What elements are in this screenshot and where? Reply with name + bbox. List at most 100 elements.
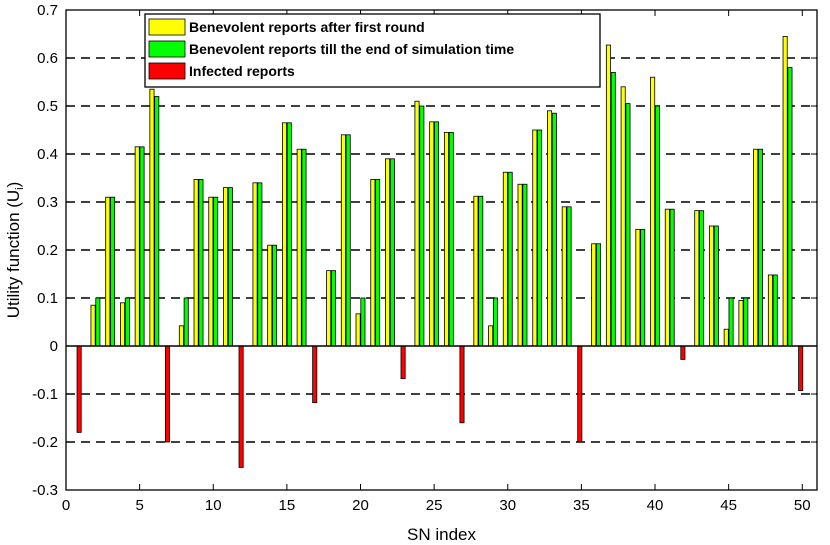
bar-end-of-simulation bbox=[640, 228, 646, 347]
y-tick-label: -0.3 bbox=[32, 482, 58, 499]
bar-infected bbox=[238, 345, 244, 468]
bar-end-of-simulation bbox=[522, 183, 528, 347]
x-tick-label: 45 bbox=[720, 497, 737, 514]
bar-after-first-round bbox=[473, 195, 479, 347]
bar-end-of-simulation bbox=[330, 270, 336, 347]
legend-label-infected: Infected reports bbox=[189, 63, 295, 79]
bars bbox=[76, 36, 804, 468]
bar-after-first-round bbox=[723, 328, 729, 347]
y-tick-label: -0.1 bbox=[32, 386, 58, 403]
y-tick-label: 0.1 bbox=[37, 290, 58, 307]
bar-after-first-round bbox=[782, 36, 788, 347]
bar-infected bbox=[577, 345, 583, 443]
y-tick-label: 0.2 bbox=[37, 242, 58, 259]
y-tick-label: 0.5 bbox=[37, 98, 58, 115]
bar-end-of-simulation bbox=[669, 208, 675, 347]
legend-swatch-after-first-round bbox=[148, 18, 186, 36]
y-tick-label: 0.4 bbox=[37, 146, 58, 163]
bar-end-of-simulation bbox=[389, 158, 395, 347]
bar-end-of-simulation bbox=[257, 182, 263, 347]
bar-after-first-round bbox=[767, 274, 773, 347]
bar-after-first-round bbox=[281, 122, 287, 347]
legend-label-end-of-simulation: Benevolent reports till the end of simul… bbox=[189, 41, 514, 57]
bar-after-first-round bbox=[90, 304, 96, 347]
bar-end-of-simulation bbox=[492, 297, 498, 347]
bar-after-first-round bbox=[385, 158, 391, 347]
x-tick-label: 30 bbox=[499, 497, 516, 514]
bar-end-of-simulation bbox=[713, 225, 719, 347]
bar-end-of-simulation bbox=[507, 171, 513, 347]
x-axis-label: SN index bbox=[407, 525, 476, 544]
bar-end-of-simulation bbox=[213, 196, 219, 347]
bar-after-first-round bbox=[326, 270, 332, 347]
bar-after-first-round bbox=[620, 86, 626, 347]
bar-end-of-simulation bbox=[757, 148, 763, 347]
bar-after-first-round bbox=[296, 148, 302, 347]
bar-after-first-round bbox=[193, 179, 199, 347]
x-ticks: 0 5 10 15 20 25 30 35 40 45 50 bbox=[62, 10, 811, 514]
bar-end-of-simulation bbox=[95, 297, 101, 347]
bar-after-first-round bbox=[105, 196, 111, 347]
bar-end-of-simulation bbox=[537, 129, 543, 347]
bar-after-first-round bbox=[591, 243, 597, 347]
x-tick-label: 10 bbox=[205, 497, 222, 514]
bar-end-of-simulation bbox=[699, 210, 705, 347]
bar-after-first-round bbox=[429, 121, 435, 347]
bar-after-first-round bbox=[120, 302, 126, 347]
y-tick-label: 0.6 bbox=[37, 50, 58, 67]
y-tick-label: 0.7 bbox=[37, 2, 58, 19]
bar-after-first-round bbox=[370, 179, 376, 347]
x-tick-label: 35 bbox=[573, 497, 590, 514]
bar-after-first-round bbox=[443, 131, 449, 347]
bar-infected bbox=[680, 345, 686, 360]
x-tick-label: 50 bbox=[794, 497, 811, 514]
legend: Benevolent reports after first round Ben… bbox=[144, 13, 601, 88]
bar-infected bbox=[76, 345, 82, 433]
legend-label-after-first-round: Benevolent reports after first round bbox=[189, 19, 425, 35]
bar-after-first-round bbox=[502, 171, 508, 347]
bar-end-of-simulation bbox=[654, 105, 660, 347]
bar-end-of-simulation bbox=[301, 148, 307, 347]
bar-after-first-round bbox=[488, 325, 494, 347]
bar-end-of-simulation bbox=[772, 274, 778, 347]
bar-end-of-simulation bbox=[787, 67, 793, 347]
bar-after-first-round bbox=[694, 210, 700, 347]
bar-after-first-round bbox=[561, 206, 567, 347]
bar-after-first-round bbox=[738, 299, 744, 347]
bar-after-first-round bbox=[532, 129, 538, 347]
y-axis-label-main: Utility function (U bbox=[4, 190, 23, 318]
x-tick-label: 0 bbox=[62, 497, 70, 514]
bar-end-of-simulation bbox=[566, 206, 572, 347]
bar-after-first-round bbox=[664, 208, 670, 347]
y-axis-label: Utility function (Ui) bbox=[4, 182, 26, 319]
bar-infected bbox=[798, 345, 804, 392]
bar-after-first-round bbox=[635, 228, 641, 347]
bar-end-of-simulation bbox=[360, 297, 366, 347]
bar-end-of-simulation bbox=[272, 244, 278, 347]
bar-after-first-round bbox=[414, 100, 420, 347]
bar-infected bbox=[459, 345, 465, 424]
bar-end-of-simulation bbox=[154, 96, 160, 347]
bar-end-of-simulation bbox=[743, 297, 749, 347]
bar-end-of-simulation bbox=[198, 179, 204, 347]
bar-after-first-round bbox=[517, 183, 523, 347]
bar-end-of-simulation bbox=[596, 243, 602, 347]
legend-box bbox=[144, 13, 601, 88]
x-tick-label: 15 bbox=[279, 497, 296, 514]
bar-after-first-round bbox=[252, 182, 258, 347]
x-tick-label: 25 bbox=[426, 497, 443, 514]
bar-after-first-round bbox=[753, 148, 759, 347]
bar-end-of-simulation bbox=[551, 112, 557, 347]
x-tick-label: 20 bbox=[352, 497, 369, 514]
bar-after-first-round bbox=[340, 134, 346, 347]
bar-after-first-round bbox=[650, 76, 656, 347]
bar-after-first-round bbox=[605, 44, 611, 347]
y-tick-label: 0.3 bbox=[37, 194, 58, 211]
bar-end-of-simulation bbox=[345, 134, 351, 347]
bar-end-of-simulation bbox=[227, 187, 233, 347]
bar-after-first-round bbox=[355, 313, 361, 347]
bar-end-of-simulation bbox=[286, 122, 292, 347]
bar-after-first-round bbox=[208, 196, 214, 347]
bar-after-first-round bbox=[709, 225, 715, 347]
bar-after-first-round bbox=[223, 187, 229, 347]
